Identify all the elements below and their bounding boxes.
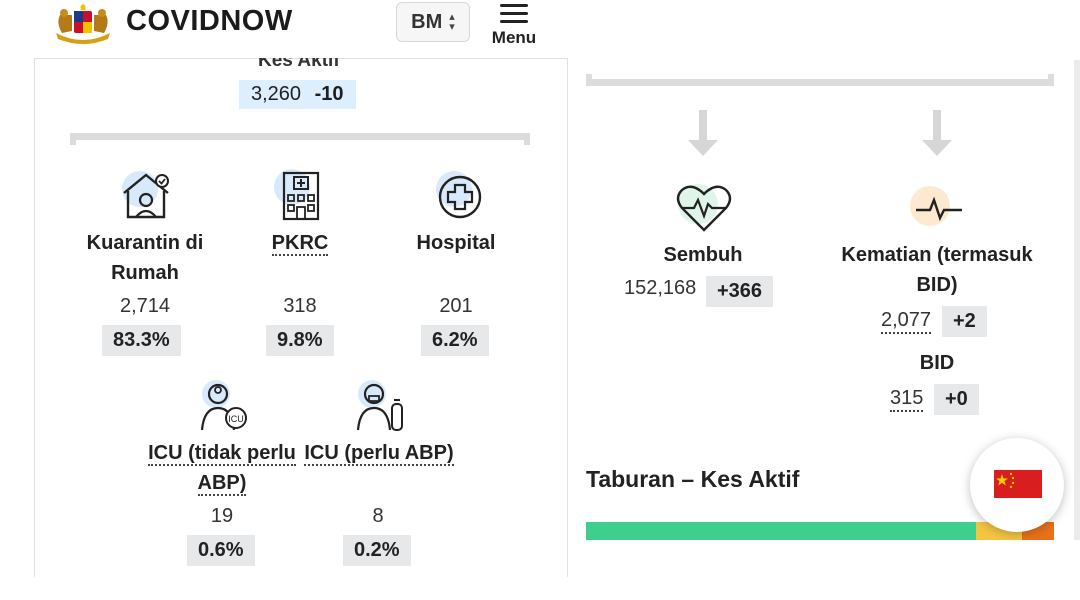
category-pkrc-value: 318 bbox=[283, 295, 317, 317]
icu-ventilator-percent: 0.2% bbox=[343, 535, 411, 566]
active-cases-delta: -10 bbox=[314, 83, 344, 105]
category-hospital-percent: 6.2% bbox=[421, 325, 489, 356]
icu-ventilator-label[interactable]: ICU (perlu ABP) bbox=[304, 442, 454, 466]
right-connector-tick-left bbox=[586, 74, 592, 86]
distribution-bar bbox=[586, 522, 1054, 540]
menu-label: Menu bbox=[491, 28, 537, 47]
menu-button[interactable]: Menu bbox=[486, 2, 542, 52]
deaths-value[interactable]: 2,077 bbox=[881, 309, 932, 334]
category-home-quarantine-percent: 83.3% bbox=[102, 325, 181, 356]
icu-no-ventilator-percent: 0.6% bbox=[187, 535, 255, 566]
hamburger-icon bbox=[500, 4, 528, 23]
brand-title[interactable]: COVIDNOW bbox=[126, 5, 293, 37]
connector-line bbox=[70, 133, 530, 140]
icu-no-ventilator-label[interactable]: ICU (tidak perlu ABP) bbox=[148, 442, 296, 496]
hospital-cross-icon bbox=[436, 171, 482, 219]
top-header: COVIDNOW BM ▴ ▾ Menu bbox=[0, 0, 560, 60]
distribution-title: Taburan – Kes Aktif bbox=[586, 466, 800, 492]
right-connector-tick-right bbox=[1048, 74, 1054, 86]
active-cases-chip: 3,260 -10 bbox=[239, 80, 356, 109]
flag-floating-button[interactable] bbox=[970, 438, 1064, 532]
connector-tick-left bbox=[70, 133, 76, 145]
active-cases-value: 3,260 bbox=[251, 83, 302, 105]
home-quarantine-icon bbox=[122, 171, 169, 219]
arrow-down-icon bbox=[688, 110, 718, 156]
doctor-icu-icon: ICU bbox=[200, 380, 247, 431]
category-pkrc-percent: 9.8% bbox=[266, 325, 334, 356]
china-flag-icon bbox=[994, 470, 1042, 498]
distribution-segment-1[interactable] bbox=[586, 522, 976, 540]
category-home-quarantine-value: 2,714 bbox=[119, 295, 171, 317]
malaysia-coat-of-arms-logo[interactable] bbox=[50, 3, 116, 45]
building-icon bbox=[274, 169, 320, 221]
connector-tick-right bbox=[524, 133, 530, 145]
deaths-label: Kematian (termasuk BID) bbox=[841, 244, 1033, 296]
svg-text:ICU: ICU bbox=[228, 414, 244, 424]
bid-delta: +0 bbox=[934, 384, 979, 415]
category-pkrc-label[interactable]: PKRC bbox=[271, 232, 329, 256]
deaths-delta: +2 bbox=[942, 306, 987, 337]
right-connector-line bbox=[586, 79, 1054, 86]
recovered-label: Sembuh bbox=[663, 244, 743, 266]
recovered-delta: +366 bbox=[706, 276, 774, 307]
scrollbar[interactable] bbox=[1074, 60, 1080, 540]
category-hospital-label: Hospital bbox=[416, 232, 496, 254]
active-cases-label: Kes Aktif bbox=[258, 50, 340, 71]
sort-caret-icon: ▴ ▾ bbox=[449, 11, 455, 33]
bid-label: BID bbox=[919, 352, 955, 374]
arrow-down-icon bbox=[922, 110, 952, 156]
category-hospital-value: 201 bbox=[439, 295, 473, 317]
language-select[interactable]: BM ▴ ▾ bbox=[396, 2, 470, 42]
active-cases-panel bbox=[34, 58, 568, 577]
recovered-value: 152,168 bbox=[624, 277, 697, 299]
patient-ventilator-icon bbox=[356, 380, 403, 431]
pulse-line-icon bbox=[910, 186, 962, 226]
icu-ventilator-value: 8 bbox=[372, 505, 384, 527]
category-home-quarantine-label: Kuarantin di Rumah bbox=[86, 232, 204, 284]
heart-pulse-icon bbox=[676, 184, 732, 232]
language-select-value: BM bbox=[411, 10, 443, 33]
icu-no-ventilator-value: 19 bbox=[210, 505, 234, 527]
bid-value[interactable]: 315 bbox=[890, 387, 924, 412]
